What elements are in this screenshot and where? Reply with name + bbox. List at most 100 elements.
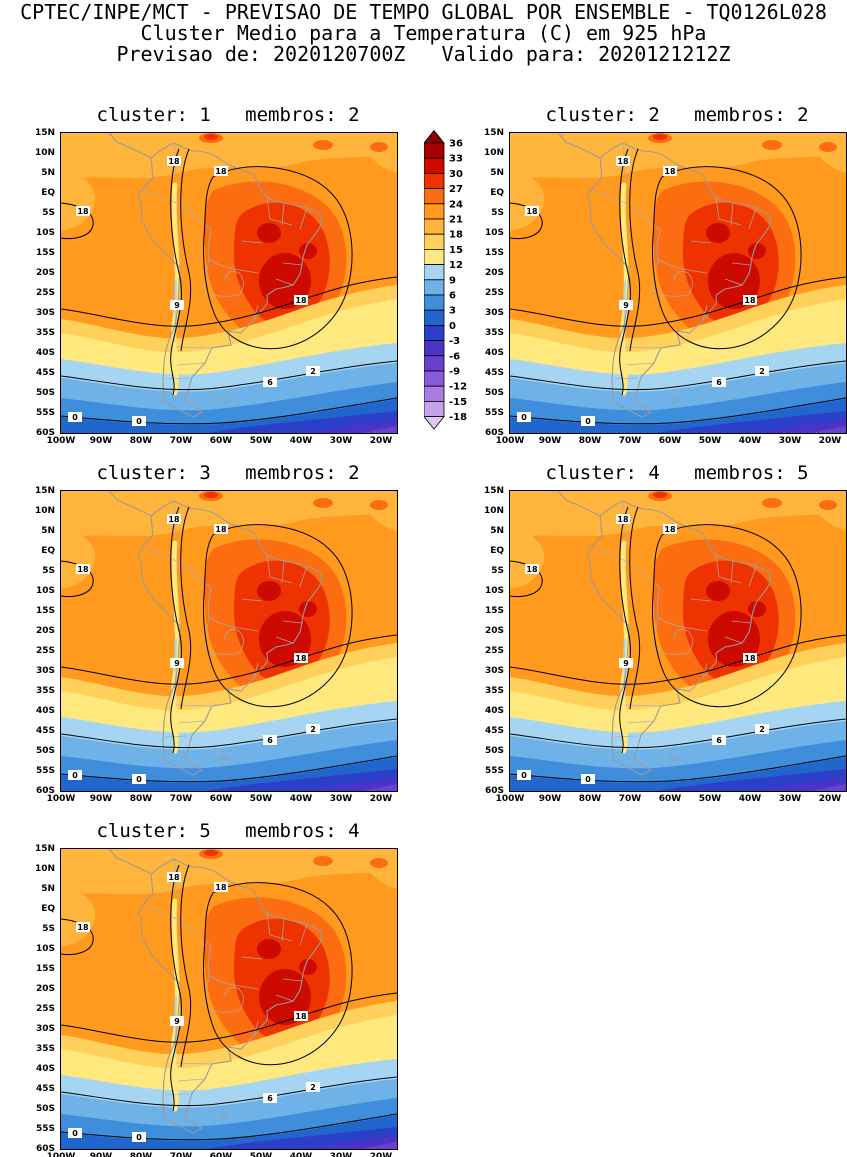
lat-tick-label: 10N [483,506,504,516]
contour-label-box [619,300,633,310]
lat-tick-label: 50S [484,746,504,756]
lat-tick-label: 60S [484,786,504,796]
lon-tick-label: 30W [329,436,353,446]
lat-tick-label: 5N [490,526,504,536]
lat-tick-label: 40S [484,348,504,358]
lat-tick-label: 15S [484,248,504,258]
contour-label: 18 [77,923,89,932]
temperature-map: 18 18 18 9 18 6 2 0 0 [510,133,846,433]
contour-label-box [263,1093,277,1103]
lat-tick-label: 45S [35,368,55,378]
lon-tick-label: 50W [249,1152,273,1157]
lon-tick-label: 60W [209,436,233,446]
lat-tick-label: 50S [35,388,55,398]
contour-label-box [214,524,228,534]
colorbar-tick-label: 18 [449,230,463,241]
panel-title: cluster: 3 membros: 2 [96,462,360,484]
contour-label-box [167,156,181,166]
contour-label: 18 [168,515,180,524]
contour-label-box [214,166,228,176]
lat-tick-label: 15S [35,248,55,258]
contour-label: 0 [585,417,591,426]
contour-label: 18 [664,525,676,534]
contour-label-box [616,156,630,166]
lat-tick-label: 5S [491,566,504,576]
lat-tick-label: 5N [41,884,55,894]
cluster-panel: cluster: 2 membros: 2 18 18 18 9 18 6 2 0 0 15N 1… [484,105,847,446]
lat-tick-label: 40S [35,706,55,716]
colorbar-cell [423,173,445,190]
lon-tick-label: 100W [46,436,76,446]
lat-tick-label: 35S [35,1044,55,1054]
contour-label-box [306,366,320,376]
contour-label-box [755,366,769,376]
lon-tick-label: 100W [495,794,525,804]
contour-label: 2 [310,367,316,376]
lon-tick-label: 90W [89,1152,113,1157]
contour-label-box [517,412,531,422]
contour-label: 18 [295,654,307,663]
contour-label-box [132,1132,146,1142]
lat-tick-label: 55S [484,408,504,418]
lon-tick-label: 90W [538,794,562,804]
lat-tick-label: 30S [35,1024,55,1034]
contour-label: 18 [168,157,180,166]
lon-tick-label: 60W [209,794,233,804]
lon-tick-label: 80W [578,436,602,446]
lon-tick-label: 100W [495,436,525,446]
lat-tick-label: 10S [35,586,55,596]
contour-label-box [170,1016,184,1026]
lat-tick-label: 25S [35,646,55,656]
contour-label: 9 [623,659,629,668]
lat-tick-label: 10N [34,148,55,158]
lon-tick-label: 60W [658,794,682,804]
contour-label-box [581,774,595,784]
cluster-panel: cluster: 5 membros: 4 18 18 18 9 18 6 2 0 0 15N 1… [35,821,398,1157]
lat-tick-label: 50S [35,746,55,756]
colorbar-cell [423,355,445,372]
map-frame: 18 18 18 9 18 6 2 0 0 15N 10N 5N EQ 5S 10S 15S 20S 25S 30… [484,128,847,446]
lat-tick-label: EQ [490,188,504,198]
lat-tick-label: 15N [34,486,55,496]
panel-title: cluster: 4 membros: 5 [545,462,809,484]
contour-label-box [167,872,181,882]
colorbar-cell [423,188,445,205]
contour-label: 18 [77,565,89,574]
contour-label: 2 [759,367,765,376]
contour-label: 9 [174,659,180,668]
lat-tick-label: 20S [484,626,504,636]
colorbar-arrow [423,129,445,144]
lat-tick-label: 60S [35,786,55,796]
contour-labels-layer: 18 18 18 9 18 6 2 0 0 [68,156,320,426]
colorbar-cell [423,157,445,174]
contour-label: 6 [267,736,273,745]
lon-tick-label: 40W [738,794,762,804]
title-line-2: Cluster Medio para a Temperatura (C) em … [140,21,707,45]
lat-tick-label: 35S [484,686,504,696]
colorbar-cell [423,400,445,417]
lon-tick-label: 20W [369,794,393,804]
colorbar-cell [423,249,445,266]
lon-tick-label: 70W [618,436,642,446]
lat-tick-label: 55S [35,1124,55,1134]
lon-tick-label: 70W [169,1152,193,1157]
lon-tick-label: 100W [46,794,76,804]
lon-tick-label: 50W [698,794,722,804]
contour-label-box [616,514,630,524]
lon-tick-label: 70W [169,794,193,804]
contour-label-box [517,770,531,780]
lat-tick-label: 40S [484,706,504,716]
lat-tick-label: 15S [35,606,55,616]
lat-tick-label: 25S [484,288,504,298]
contour-label-box [170,658,184,668]
lat-tick-label: 50S [484,388,504,398]
lon-tick-label: 90W [89,794,113,804]
contour-label: 18 [295,1012,307,1021]
contour-label-box [712,377,726,387]
map-frame: 18 18 18 9 18 6 2 0 0 15N 10N 5N EQ 5S 10S 15S 20S 25S 30… [484,486,847,804]
temperature-map: 18 18 18 9 18 6 2 0 0 [61,491,397,791]
contour-labels-layer: 18 18 18 9 18 6 2 0 0 [517,514,769,784]
lat-tick-label: 25S [484,646,504,656]
